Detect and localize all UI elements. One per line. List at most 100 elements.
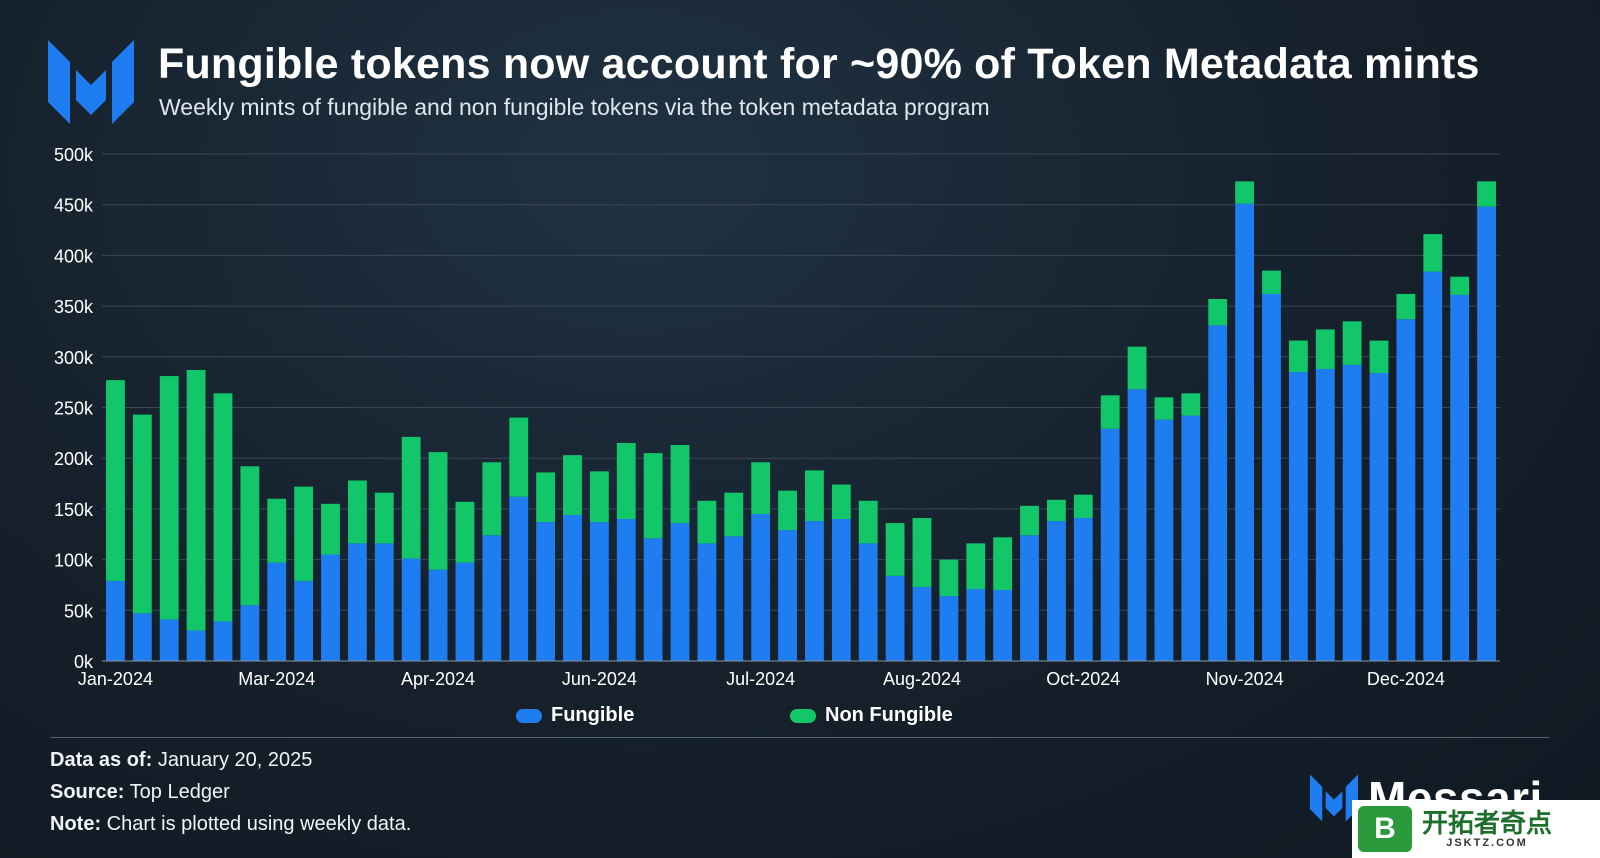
bar-non-fungible	[643, 453, 663, 539]
bar-non-fungible	[321, 503, 340, 555]
bar-fungible	[1208, 325, 1228, 661]
bar-fungible	[1262, 293, 1281, 661]
bar-fungible	[213, 621, 233, 661]
bar-fungible	[1073, 518, 1093, 661]
bar-non-fungible	[1342, 321, 1362, 365]
bar-fungible	[1315, 368, 1335, 661]
bar-non-fungible	[267, 498, 287, 563]
bar-fungible	[1477, 206, 1496, 661]
bar-fungible	[509, 496, 529, 661]
bar-non-fungible	[159, 376, 179, 620]
y-tick-label: 450k	[54, 196, 94, 216]
bar-fungible	[697, 543, 717, 661]
bar-non-fungible	[858, 500, 878, 544]
bar-fungible	[966, 589, 986, 661]
bar-fungible	[1154, 419, 1174, 661]
bar-fungible	[1127, 389, 1147, 661]
legend-non-fungible: Non Fungible	[790, 704, 953, 727]
note-value: Chart is plotted using weekly data.	[106, 813, 412, 835]
page-title: Fungible tokens now account for ~90% of …	[158, 40, 1480, 88]
y-tick-label: 150k	[54, 500, 94, 520]
bar-non-fungible	[912, 518, 932, 587]
bar-non-fungible	[1288, 340, 1308, 373]
x-tick-label: Aug-2024	[883, 669, 961, 689]
bar-non-fungible	[106, 380, 125, 581]
bar-fungible	[670, 523, 690, 661]
bar-fungible	[993, 590, 1013, 661]
bar-fungible	[347, 543, 367, 661]
y-tick-label: 300k	[54, 348, 94, 368]
x-tick-label: Oct-2024	[1046, 669, 1120, 689]
x-tick-label: Dec-2024	[1367, 669, 1445, 689]
bar-non-fungible	[482, 462, 502, 536]
watermark-url: JSKTZ.COM	[1446, 837, 1528, 849]
bar-fungible	[643, 538, 663, 661]
bar-fungible	[589, 522, 609, 661]
bar-fungible	[455, 562, 475, 661]
bar-fungible	[1423, 271, 1443, 661]
bar-fungible	[885, 575, 905, 661]
bar-non-fungible	[939, 559, 959, 597]
bar-fungible	[428, 569, 448, 661]
bar-non-fungible	[724, 492, 744, 537]
bar-fungible	[1450, 294, 1470, 661]
bar-fungible	[159, 619, 179, 661]
legend-label-non-fungible: Non Fungible	[825, 704, 953, 726]
bar-non-fungible	[1369, 340, 1389, 374]
bar-non-fungible	[616, 442, 636, 520]
bar-non-fungible	[805, 470, 824, 522]
bar-non-fungible	[1073, 494, 1093, 519]
bar-non-fungible	[213, 393, 233, 622]
bar-fungible	[1396, 319, 1416, 661]
footer-divider	[50, 737, 1550, 738]
bar-fungible	[374, 543, 394, 661]
bar-non-fungible	[670, 445, 690, 524]
bar-fungible	[1046, 521, 1066, 661]
bar-non-fungible	[831, 484, 851, 520]
bar-fungible	[831, 519, 851, 661]
messari-brand-icon	[1310, 774, 1358, 822]
x-tick-label: Mar-2024	[238, 669, 315, 689]
messari-logo-icon	[48, 40, 134, 124]
stacked-bar-chart: 0k 50k 100k 150k 200k 250k 300k 350k 400k 450k 500…	[54, 145, 1500, 689]
legend-fungible: Fungible	[516, 704, 634, 727]
legend-swatch-non-fungible	[790, 708, 816, 723]
bar-fungible	[536, 522, 556, 661]
bar-fungible	[294, 580, 314, 661]
bar-fungible	[1181, 415, 1201, 661]
bar-non-fungible	[1450, 276, 1470, 295]
y-tick-label: 500k	[54, 145, 94, 165]
bar-fungible	[563, 514, 582, 661]
bar-fungible	[805, 521, 824, 661]
bar-fungible	[1369, 373, 1389, 661]
bar-non-fungible	[1235, 181, 1255, 204]
y-tick-label: 0k	[74, 652, 94, 672]
bar-non-fungible	[536, 472, 556, 523]
source: Source: Top Ledger	[50, 781, 230, 804]
bar-non-fungible	[1262, 270, 1281, 294]
bar-non-fungible	[455, 501, 475, 563]
bar-fungible	[1342, 364, 1362, 661]
bar-non-fungible	[240, 466, 260, 606]
bar-fungible	[267, 562, 287, 661]
data-as-of: Data as of: January 20, 2025	[50, 749, 312, 772]
x-tick-label: Apr-2024	[401, 669, 475, 689]
watermark-text: 开拓者奇点	[1422, 808, 1553, 838]
y-tick-label: 350k	[54, 297, 94, 317]
bar-fungible	[321, 554, 340, 661]
bar-non-fungible	[1396, 293, 1416, 320]
legend-label-fungible: Fungible	[551, 704, 635, 726]
watermark-badge: B	[1358, 806, 1412, 852]
source-label: Source:	[50, 781, 125, 803]
bar-non-fungible	[1127, 346, 1147, 390]
bar-fungible	[1020, 535, 1039, 661]
bar-fungible	[1235, 203, 1255, 661]
bar-non-fungible	[589, 471, 609, 523]
bar-non-fungible	[751, 462, 771, 514]
bar-non-fungible	[294, 486, 314, 581]
bar-fungible	[1288, 372, 1308, 661]
legend-swatch-fungible	[516, 708, 542, 723]
bar-fungible	[939, 596, 959, 661]
bar-fungible	[858, 543, 878, 661]
bar-fungible	[482, 535, 502, 661]
